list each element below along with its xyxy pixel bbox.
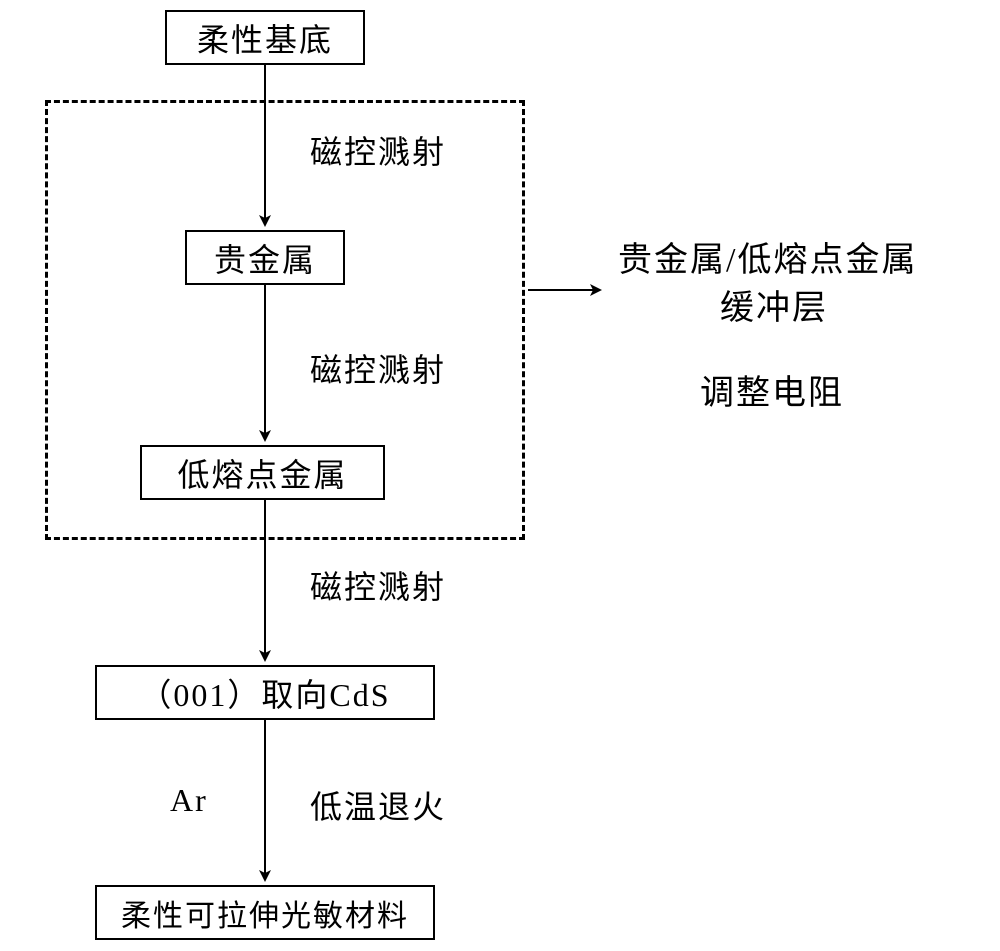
- edge-label-sputter-1: 磁控溅射: [310, 127, 446, 173]
- node-flexible-substrate: 柔性基底: [165, 10, 365, 65]
- node-low-melting-metal: 低熔点金属: [140, 445, 385, 500]
- side-label-buffer-2: 缓冲层: [720, 280, 828, 329]
- node-label: 柔性基底: [197, 15, 333, 61]
- node-flexible-photosensitive: 柔性可拉伸光敏材料: [95, 885, 435, 940]
- side-label-resistance: 调整电阻: [700, 365, 844, 414]
- node-label: 低熔点金属: [177, 450, 347, 496]
- side-label-buffer-1: 贵金属/低熔点金属: [618, 232, 917, 281]
- edge-label-sputter-2: 磁控溅射: [310, 345, 446, 391]
- node-label: （001）取向CdS: [139, 670, 390, 716]
- diagram-canvas: 柔性基底 贵金属 低熔点金属 （001）取向CdS 柔性可拉伸光敏材料 磁控溅射…: [0, 0, 1000, 951]
- edge-label-anneal: 低温退火: [310, 782, 446, 828]
- node-noble-metal: 贵金属: [185, 230, 345, 285]
- edge-label-sputter-3: 磁控溅射: [310, 562, 446, 608]
- node-label: 贵金属: [214, 235, 316, 281]
- edge-label-ar: Ar: [170, 782, 208, 819]
- node-label: 柔性可拉伸光敏材料: [121, 891, 409, 935]
- node-001-cds: （001）取向CdS: [95, 665, 435, 720]
